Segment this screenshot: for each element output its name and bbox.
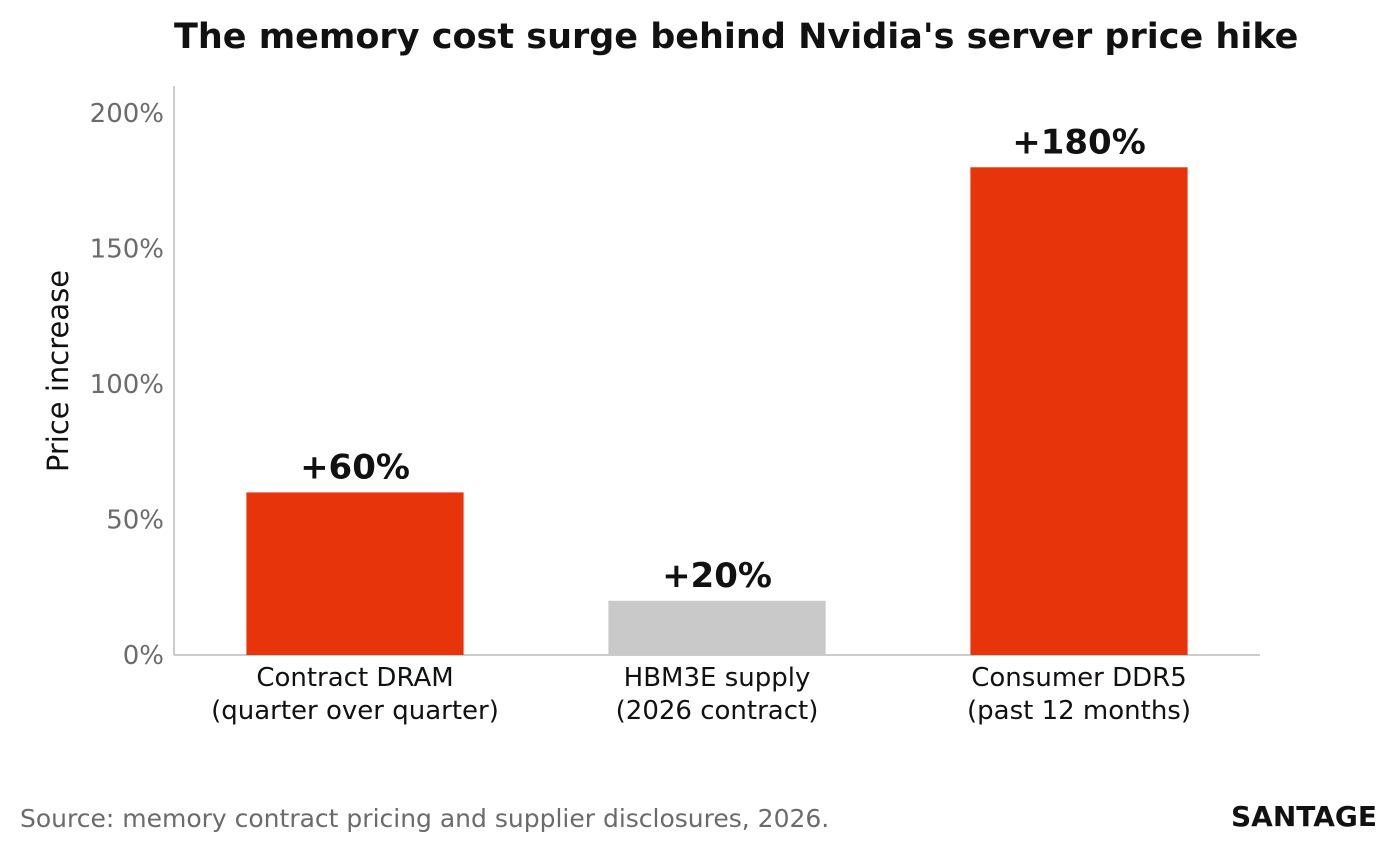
- bar: [608, 600, 826, 655]
- y-ticks: 0% 50% 100% 150% 200%: [90, 99, 164, 671]
- bar: [246, 492, 464, 655]
- y-tick-label: 0%: [123, 641, 164, 671]
- brand-logo: SANTAGE: [1231, 800, 1377, 833]
- bars: [246, 167, 1188, 656]
- x-tick-label: (past 12 months): [967, 696, 1191, 726]
- chart-title: The memory cost surge behind Nvidia's se…: [174, 17, 1298, 57]
- x-tick-label: (quarter over quarter): [211, 696, 499, 726]
- y-tick-label: 50%: [106, 506, 164, 536]
- data-label: +20%: [662, 556, 772, 596]
- bar: [970, 167, 1188, 656]
- data-label: +60%: [300, 447, 410, 487]
- x-tick-label: HBM3E supply: [624, 663, 811, 693]
- source-note: Source: memory contract pricing and supp…: [20, 804, 829, 833]
- y-axis-label: Price increase: [41, 270, 75, 472]
- x-ticks: Contract DRAM(quarter over quarter) HBM3E…: [211, 663, 1191, 726]
- y-tick-label: 100%: [90, 370, 164, 400]
- data-labels: +60% +20% +180%: [300, 122, 1146, 596]
- y-tick-label: 150%: [90, 235, 164, 265]
- x-tick-label: Contract DRAM: [256, 663, 453, 693]
- x-tick-label: (2026 contract): [616, 696, 819, 726]
- data-label: +180%: [1012, 122, 1146, 162]
- x-tick-label: Consumer DDR5: [971, 663, 1187, 693]
- y-tick-label: 200%: [90, 99, 164, 129]
